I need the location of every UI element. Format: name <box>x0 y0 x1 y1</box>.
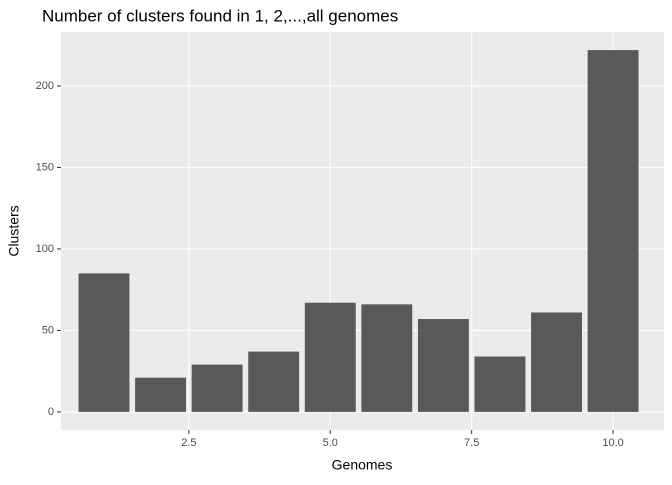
y-tick-label: 100 <box>36 243 54 255</box>
chart-title: Number of clusters found in 1, 2,...,all… <box>42 6 398 25</box>
x-tick-label: 5.0 <box>323 437 338 449</box>
bar <box>304 302 356 412</box>
y-axis-title: Clusters <box>6 205 22 256</box>
x-tick-label: 10.0 <box>602 437 623 449</box>
bar <box>417 319 469 412</box>
bar <box>474 356 526 412</box>
x-tick-label: 2.5 <box>181 437 196 449</box>
bar <box>531 312 582 412</box>
y-tick-label: 50 <box>42 324 54 336</box>
bar <box>191 364 243 412</box>
bar <box>135 377 187 412</box>
bar <box>361 304 413 412</box>
y-tick-label: 150 <box>36 161 54 173</box>
bar <box>248 351 300 412</box>
x-axis-title: Genomes <box>332 457 393 473</box>
bar <box>78 273 130 412</box>
bar <box>587 50 639 412</box>
y-tick-label: 200 <box>36 80 54 92</box>
x-tick-label: 7.5 <box>464 437 479 449</box>
y-tick-label: 0 <box>48 406 54 418</box>
